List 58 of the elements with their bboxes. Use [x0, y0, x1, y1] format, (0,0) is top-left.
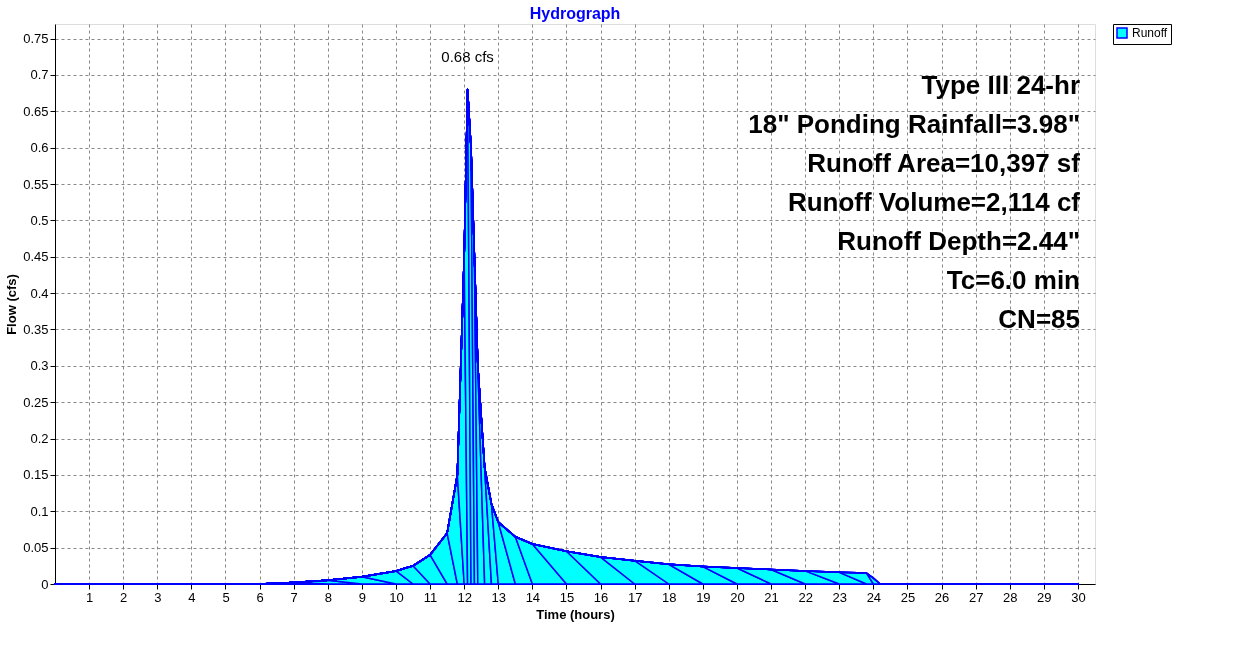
x-tick-label: 5 — [222, 589, 230, 605]
x-tick-label: 4 — [188, 589, 196, 605]
x-tick-label: 25 — [900, 589, 916, 605]
y-tick-label: 0.05 — [23, 540, 49, 556]
x-tick-label: 30 — [1071, 589, 1086, 605]
x-tick-label: 11 — [423, 589, 438, 605]
annotation: Runoff Volume=2,114 cf — [787, 187, 1081, 217]
y-tick-label: 0.3 — [30, 358, 49, 374]
x-tick-label: 8 — [324, 589, 332, 605]
x-tick-label: 10 — [389, 589, 404, 605]
annotation: 18" Ponding Rainfall=3.98" — [748, 109, 1080, 139]
x-tick-label: 26 — [934, 589, 950, 605]
y-axis-title: Flow (cfs) — [4, 274, 20, 335]
x-tick-label: 2 — [120, 589, 128, 605]
chart-title: Hydrograph — [529, 4, 621, 22]
x-tick-label: 7 — [290, 589, 298, 605]
y-tick-label: 0.75 — [23, 31, 49, 47]
y-tick-label: 0.45 — [23, 249, 49, 265]
y-tick-label: 0.4 — [30, 285, 49, 301]
x-tick-label: 22 — [798, 589, 813, 605]
x-tick-label: 20 — [730, 589, 745, 605]
x-tick-label: 1 — [85, 589, 94, 605]
x-tick-label: 16 — [593, 589, 609, 605]
annotation: Runoff Depth=2.44" — [837, 226, 1080, 256]
x-tick-label: 29 — [1037, 589, 1052, 605]
x-axis-title: Time (hours) — [536, 606, 615, 622]
annotation: Runoff Area=10,397 sf — [807, 148, 1081, 178]
y-tick-label: 0.1 — [30, 503, 49, 519]
x-tick-label: 27 — [968, 589, 984, 605]
x-tick-label: 21 — [764, 589, 779, 605]
annotation: CN=85 — [998, 304, 1080, 334]
y-tick-label: 0.25 — [23, 394, 49, 410]
x-tick-label: 23 — [832, 589, 847, 605]
y-tick-label: 0.15 — [23, 467, 49, 483]
x-tick-label: 9 — [358, 589, 366, 605]
x-tick-label: 19 — [696, 589, 711, 605]
legend-label: Runoff — [1132, 26, 1168, 40]
y-tick-label: 0.35 — [23, 321, 49, 337]
x-tick-label: 18 — [662, 589, 677, 605]
x-tick-label: 13 — [491, 589, 507, 605]
x-tick-label: 6 — [256, 589, 264, 605]
y-tick-label: 0.2 — [30, 431, 49, 447]
annotation: 0.68 cfs — [441, 48, 494, 66]
x-tick-label: 3 — [154, 589, 162, 605]
x-tick-label: 14 — [525, 589, 541, 605]
y-tick-label: 0.55 — [23, 176, 49, 192]
x-tick-label: 24 — [866, 589, 882, 605]
y-tick-label: 0.7 — [30, 67, 49, 83]
x-tick-label: 12 — [457, 589, 472, 605]
y-tick-label: 0 — [41, 576, 49, 592]
x-tick-label: 28 — [1003, 589, 1018, 605]
y-tick-label: 0.65 — [23, 103, 49, 119]
y-tick-label: 0.5 — [30, 212, 49, 228]
x-tick-label: 15 — [559, 589, 575, 605]
annotation: Type III 24-hr — [921, 70, 1080, 100]
y-tick-label: 0.6 — [30, 140, 49, 156]
x-tick-label: 17 — [627, 589, 643, 605]
annotation: Tc=6.0 min — [946, 265, 1080, 295]
